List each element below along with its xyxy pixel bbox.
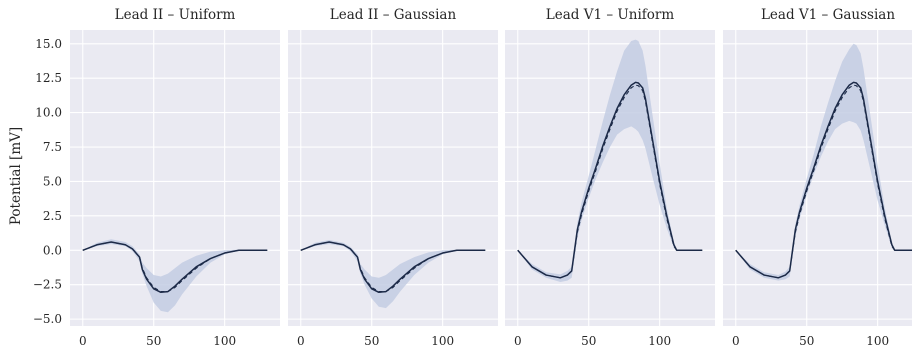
panels: 0 50 100 Lead II – Uniform 0 50 100 Lead II – G… (70, 7, 912, 348)
panel: 0 50 100 Lead II – Gaussian (288, 7, 498, 348)
x-tick-label: 0 (79, 334, 87, 348)
x-tick-label: 100 (213, 334, 236, 348)
x-tick-label: 0 (297, 334, 305, 348)
panel-background (723, 30, 912, 326)
panel: 0 50 100 Lead V1 – Gaussian (723, 7, 912, 348)
panel-title: Lead V1 – Gaussian (761, 7, 895, 23)
y-tick-label: 5.0 (43, 174, 62, 188)
y-tick-label: 0.0 (43, 243, 62, 257)
x-tick-label: 50 (364, 334, 379, 348)
y-tick-labels: −5.0 −2.5 0.0 2.5 5.0 7.5 10.0 12.5 15.0 (33, 37, 62, 326)
panel-title: Lead II – Uniform (115, 7, 236, 23)
y-tick-label: 10.0 (35, 106, 62, 120)
y-tick-label: −2.5 (33, 278, 62, 292)
mean-line (300, 241, 486, 294)
uncertainty-band (735, 43, 912, 281)
panel-background (505, 30, 715, 326)
uncertainty-band (82, 239, 268, 313)
y-axis-label: Potential [mV] (8, 127, 24, 225)
mean-line (735, 81, 912, 279)
panel-title: Lead V1 – Uniform (546, 7, 675, 23)
x-tick-label: 100 (866, 334, 889, 348)
x-tick-label: 0 (514, 334, 522, 348)
x-tick-label: 100 (431, 334, 454, 348)
uncertainty-band (300, 239, 486, 309)
panel-title: Lead II – Gaussian (330, 7, 457, 23)
x-tick-label: 100 (648, 334, 671, 348)
panel: 0 50 100 Lead II – Uniform (70, 7, 280, 348)
mean-line (82, 241, 268, 294)
x-tick-label: 50 (146, 334, 161, 348)
panel: 0 50 100 Lead V1 – Uniform (505, 7, 715, 348)
y-tick-label: 12.5 (35, 71, 62, 85)
mean-line (517, 81, 703, 279)
x-tick-label: 0 (732, 334, 740, 348)
x-tick-label: 50 (799, 334, 814, 348)
y-tick-label: 7.5 (43, 140, 62, 154)
x-tick-label: 50 (581, 334, 596, 348)
y-tick-label: −5.0 (33, 312, 62, 326)
y-tick-label: 15.0 (35, 37, 62, 51)
y-tick-label: 2.5 (43, 209, 62, 223)
